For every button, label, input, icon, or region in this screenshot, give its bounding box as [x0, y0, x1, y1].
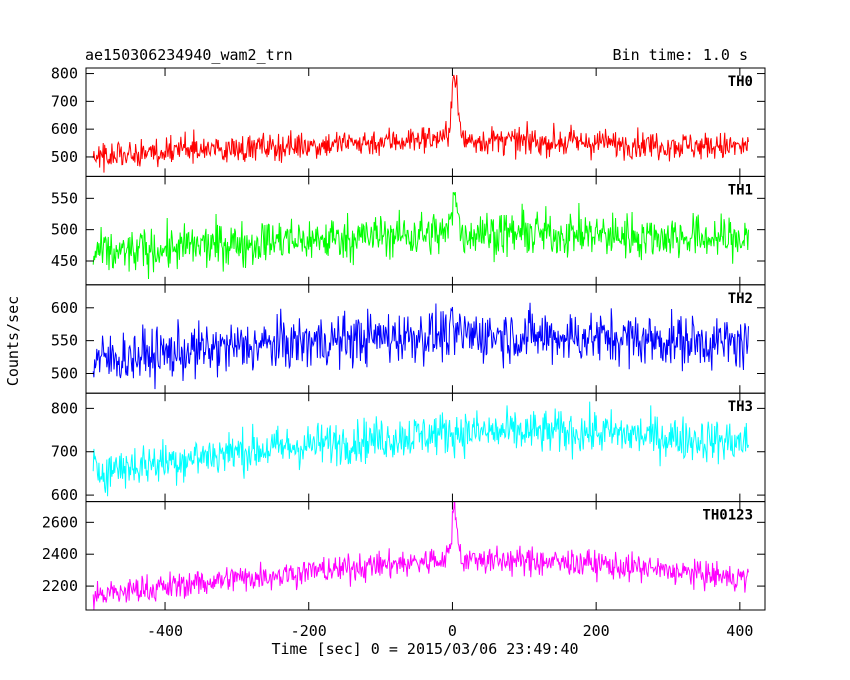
panel-label-th1: TH1	[728, 182, 753, 198]
y-tick-label: 700	[51, 443, 78, 461]
x-tick-label: 200	[583, 622, 610, 640]
y-tick-label: 500	[51, 364, 78, 382]
x-tick-label: -200	[291, 622, 327, 640]
panel-label-th3: TH3	[728, 399, 753, 415]
y-tick-label: 600	[51, 486, 78, 504]
panel-label-th0: TH0	[728, 74, 753, 90]
x-tick-label: 0	[448, 622, 457, 640]
panel-frame-th1	[85, 175, 766, 286]
y-tick-label: 800	[51, 399, 78, 417]
bin-time-label: Bin time: 1.0 s	[613, 46, 748, 64]
y-tick-label: 500	[51, 148, 78, 166]
y-tick-label: 2600	[42, 513, 78, 531]
chart-title: ae150306234940_wam2_trn	[85, 46, 293, 64]
y-tick-label: 800	[51, 65, 78, 83]
y-tick-label: 550	[51, 189, 78, 207]
panel-frame-th0	[85, 67, 766, 177]
y-tick-label: 500	[51, 221, 78, 239]
x-axis-title: Time [sec] 0 = 2015/03/06 23:49:40	[271, 640, 578, 658]
x-tick-label: -400	[147, 622, 183, 640]
y-tick-label: 600	[51, 120, 78, 138]
series-line-th0123	[92, 501, 749, 610]
y-tick-label: 2200	[42, 577, 78, 595]
panels: TH0 500 600 700 800 TH1 450 500 550 TH2 500 550 600 T…	[42, 65, 766, 640]
panel-label-th0123: TH0123	[702, 508, 753, 524]
x-tick-label: 400	[726, 622, 753, 640]
panel-frame-th0123	[85, 501, 766, 611]
series-line-th0	[92, 74, 749, 173]
y-tick-label: 550	[51, 332, 78, 350]
y-tick-label: 450	[51, 252, 78, 270]
series-line-th1	[92, 192, 749, 279]
y-tick-label: 2400	[42, 545, 78, 563]
y-tick-label: 700	[51, 92, 78, 110]
series-line-th3	[92, 401, 749, 497]
y-axis-title: Counts/sec	[4, 296, 22, 386]
panel-label-th2: TH2	[728, 291, 753, 307]
series-line-th2	[92, 302, 749, 390]
y-tick-label: 600	[51, 299, 78, 317]
